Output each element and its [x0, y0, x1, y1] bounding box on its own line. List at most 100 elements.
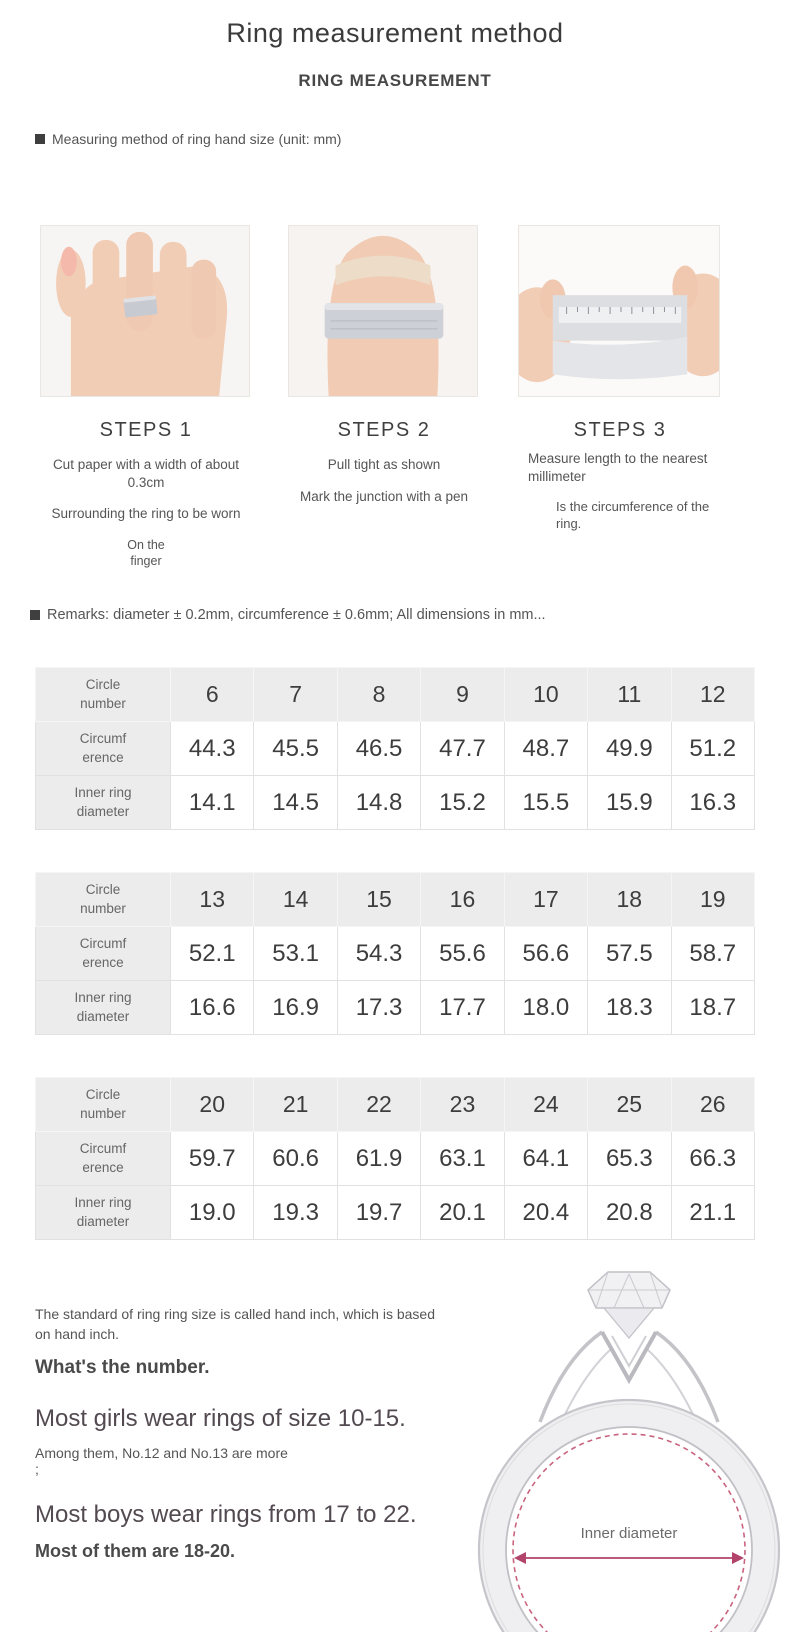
inner-diameter-dashed-circle	[512, 1433, 746, 1632]
circumference-cell: 48.7	[503, 721, 589, 777]
inner-diameter-cell: 19.7	[336, 1185, 422, 1241]
circle-number-cell: 18	[587, 872, 672, 928]
circumference-cell: 55.6	[420, 926, 505, 982]
circumference-cell: 54.3	[336, 926, 422, 982]
steps-row: STEPS 1 Cut paper with a width of about …	[40, 225, 790, 569]
inner-diameter-cell: 21.1	[670, 1185, 756, 1241]
most-18-20-line: Most of them are 18-20.	[35, 1540, 236, 1561]
ring-inner-diameter-diagram: Inner diameter	[477, 1271, 781, 1632]
among-them-line: Among them, No.12 and No.13 are more	[35, 1444, 288, 1461]
step-3-line-1: Measure length to the nearest millimeter	[528, 451, 708, 484]
circle-number-cell: 12	[670, 667, 756, 723]
ring-size-table-3: Circle number 20 21 22 23 24 25 26 Circu…	[35, 1077, 756, 1241]
circumference-cell: 65.3	[587, 1131, 672, 1187]
boys-size-line: Most boys wear rings from 17 to 22.	[35, 1500, 417, 1528]
circle-number-cell: 24	[503, 1077, 589, 1133]
circumference-cell: 59.7	[169, 1131, 255, 1187]
step-1-line-1: Cut paper with a width of about 0.3cm	[52, 457, 240, 490]
step-3-title: STEPS 3	[573, 419, 667, 441]
inner-diameter-cell: 16.6	[169, 980, 255, 1036]
circle-number-cell: 21	[253, 1077, 338, 1133]
row-label-circumference: Circumf erence	[35, 926, 171, 982]
remarks-line: Remarks: diameter ± 0.2mm, circumference…	[30, 607, 790, 623]
circle-number-cell: 7	[253, 667, 338, 723]
circle-number-cell: 9	[420, 667, 505, 723]
page-subtitle: RING MEASUREMENT	[298, 71, 492, 90]
inner-diameter-label: Inner diameter	[581, 1525, 678, 1542]
step-2-line-2: Mark the junction with a pen	[299, 488, 469, 504]
row-label-circumference: Circumf erence	[35, 721, 171, 777]
step-1-column: STEPS 1 Cut paper with a width of about …	[40, 225, 252, 569]
ring-size-table-1: Circle number 6 7 8 9 10 11 12 Circumf e…	[35, 667, 756, 831]
circumference-cell: 47.7	[420, 721, 505, 777]
row-label-inner-diameter: Inner ring diameter	[35, 980, 171, 1036]
bottom-section: The standard of ring ring size is called…	[0, 1271, 790, 1632]
row-label-circle-number: Circle number	[35, 1077, 171, 1133]
circle-number-cell: 15	[336, 872, 422, 928]
step-3-column: STEPS 3 Measure length to the nearest mi…	[518, 225, 722, 569]
inner-diameter-cell: 18.0	[503, 980, 589, 1036]
inner-diameter-cell: 17.7	[420, 980, 505, 1036]
circumference-cell: 49.9	[587, 721, 672, 777]
circle-number-cell: 23	[420, 1077, 505, 1133]
circle-number-cell: 13	[169, 872, 255, 928]
circle-number-cell: 19	[670, 872, 756, 928]
inner-diameter-cell: 17.3	[336, 980, 422, 1036]
circumference-cell: 51.2	[670, 721, 756, 777]
inner-diameter-cell: 14.5	[253, 775, 338, 831]
step-3-line-2: Is the circumference of the ring.	[556, 499, 710, 531]
circumference-cell: 45.5	[253, 721, 338, 777]
remarks-text: Remarks: diameter ± 0.2mm, circumference…	[47, 607, 546, 624]
square-bullet-icon	[30, 610, 40, 621]
circle-number-cell: 11	[587, 667, 672, 723]
circumference-cell: 66.3	[670, 1131, 756, 1187]
measuring-method-heading: Measuring method of ring hand size (unit…	[35, 131, 790, 147]
row-label-inner-diameter: Inner ring diameter	[35, 1185, 171, 1241]
inner-diameter-cell: 18.3	[587, 980, 672, 1036]
circle-number-cell: 6	[169, 667, 255, 723]
hand-inch-paragraph: The standard of ring ring size is called…	[35, 1306, 435, 1343]
inner-diameter-cell: 19.0	[169, 1185, 255, 1241]
inner-diameter-cell: 20.4	[503, 1185, 589, 1241]
circle-number-cell: 14	[253, 872, 338, 928]
circle-number-cell: 17	[503, 872, 589, 928]
step-2-title: STEPS 2	[337, 419, 431, 441]
circle-number-cell: 25	[587, 1077, 672, 1133]
circle-number-cell: 22	[336, 1077, 422, 1133]
inner-diameter-cell: 14.8	[336, 775, 422, 831]
inner-diameter-cell: 18.7	[670, 980, 756, 1036]
circumference-cell: 60.6	[253, 1131, 338, 1187]
hand-with-ring-photo	[40, 225, 250, 397]
semicolon-line: ;	[35, 1460, 39, 1477]
circle-number-cell: 10	[503, 667, 589, 723]
circumference-cell: 64.1	[503, 1131, 589, 1187]
square-bullet-icon	[35, 134, 45, 144]
inner-diameter-cell: 15.2	[420, 775, 505, 831]
size-advice-text: The standard of ring ring size is called…	[35, 1304, 465, 1562]
circumference-cell: 57.5	[587, 926, 672, 982]
circumference-cell: 56.6	[503, 926, 589, 982]
circumference-cell: 63.1	[420, 1131, 505, 1187]
row-label-circumference: Circumf erence	[35, 1131, 171, 1187]
step-2-line-1: Pull tight as shown	[327, 457, 441, 472]
inner-diameter-cell: 15.9	[587, 775, 672, 831]
circumference-cell: 46.5	[336, 721, 422, 777]
circumference-cell: 44.3	[169, 721, 255, 777]
circumference-cell: 58.7	[670, 926, 756, 982]
inner-diameter-cell: 19.3	[253, 1185, 338, 1241]
circumference-cell: 53.1	[253, 926, 338, 982]
ruler-measure-photo	[518, 225, 720, 397]
circumference-cell: 52.1	[169, 926, 255, 982]
circle-number-cell: 20	[169, 1077, 255, 1133]
whats-the-number-line: What's the number.	[35, 1356, 210, 1378]
inner-diameter-cell: 16.9	[253, 980, 338, 1036]
page-title: Ring measurement method	[226, 18, 564, 48]
measuring-method-heading-text: Measuring method of ring hand size (unit…	[52, 131, 342, 147]
circle-number-cell: 26	[670, 1077, 756, 1133]
step-2-column: STEPS 2 Pull tight as shown Mark the jun…	[288, 225, 480, 569]
inner-diameter-cell: 16.3	[670, 775, 756, 831]
step-1-line-3: On the finger	[127, 537, 165, 568]
inner-diameter-cell: 14.1	[169, 775, 255, 831]
inner-diameter-cell: 20.1	[420, 1185, 505, 1241]
circle-number-cell: 16	[420, 872, 505, 928]
